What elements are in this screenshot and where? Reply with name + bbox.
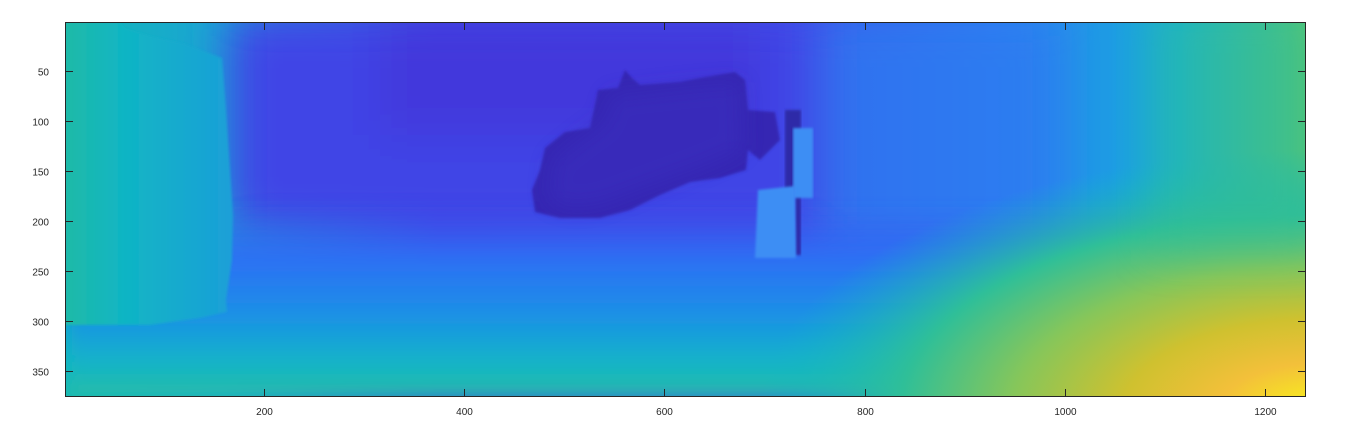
- x-tick-label: 200: [256, 407, 273, 418]
- x-tick-label: 1000: [1054, 407, 1077, 418]
- y-tick-label: 100: [32, 118, 49, 129]
- x-tick-label: 600: [656, 407, 673, 418]
- x-tick-label: 1200: [1254, 407, 1277, 418]
- y-tick-label: 300: [32, 318, 49, 329]
- y-tick-label: 50: [38, 68, 50, 79]
- y-tick-label: 150: [32, 168, 49, 179]
- y-tick-label: 200: [32, 218, 49, 229]
- x-axis: 200 400 600 800 1000 1200: [256, 22, 1277, 418]
- y-tick-label: 250: [32, 268, 49, 279]
- y-axis: 50 100 150 200 250 300 350: [32, 68, 1306, 379]
- axes-box: [65, 22, 1306, 397]
- heatmap-plot-area: [65, 22, 1306, 397]
- x-tick-label: 400: [456, 407, 473, 418]
- x-tick-label: 800: [857, 407, 874, 418]
- y-tick-label: 350: [32, 368, 49, 379]
